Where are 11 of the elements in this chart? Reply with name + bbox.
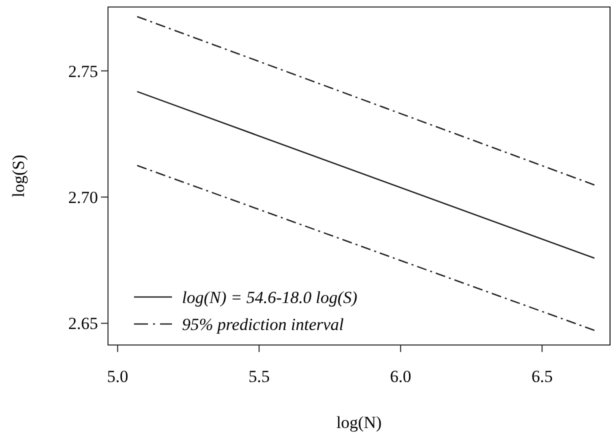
x-tick-label: 6.5 — [531, 367, 553, 386]
x-axis-title: log(N) — [336, 413, 382, 432]
y-tick-label: 2.65 — [68, 314, 98, 334]
legend-label: log(N) = 54.6-18.0 log(S) — [182, 288, 358, 307]
x-tick-label: 5.0 — [106, 367, 128, 386]
y-tick-label: 2.75 — [68, 62, 98, 81]
y-axis-title: log(S) — [9, 154, 28, 198]
legend-label: 95% prediction interval — [182, 314, 344, 334]
y-tick-label: 2.70 — [68, 188, 98, 208]
x-tick-label: 6.0 — [390, 367, 412, 386]
x-tick-label: 5.5 — [248, 367, 270, 386]
